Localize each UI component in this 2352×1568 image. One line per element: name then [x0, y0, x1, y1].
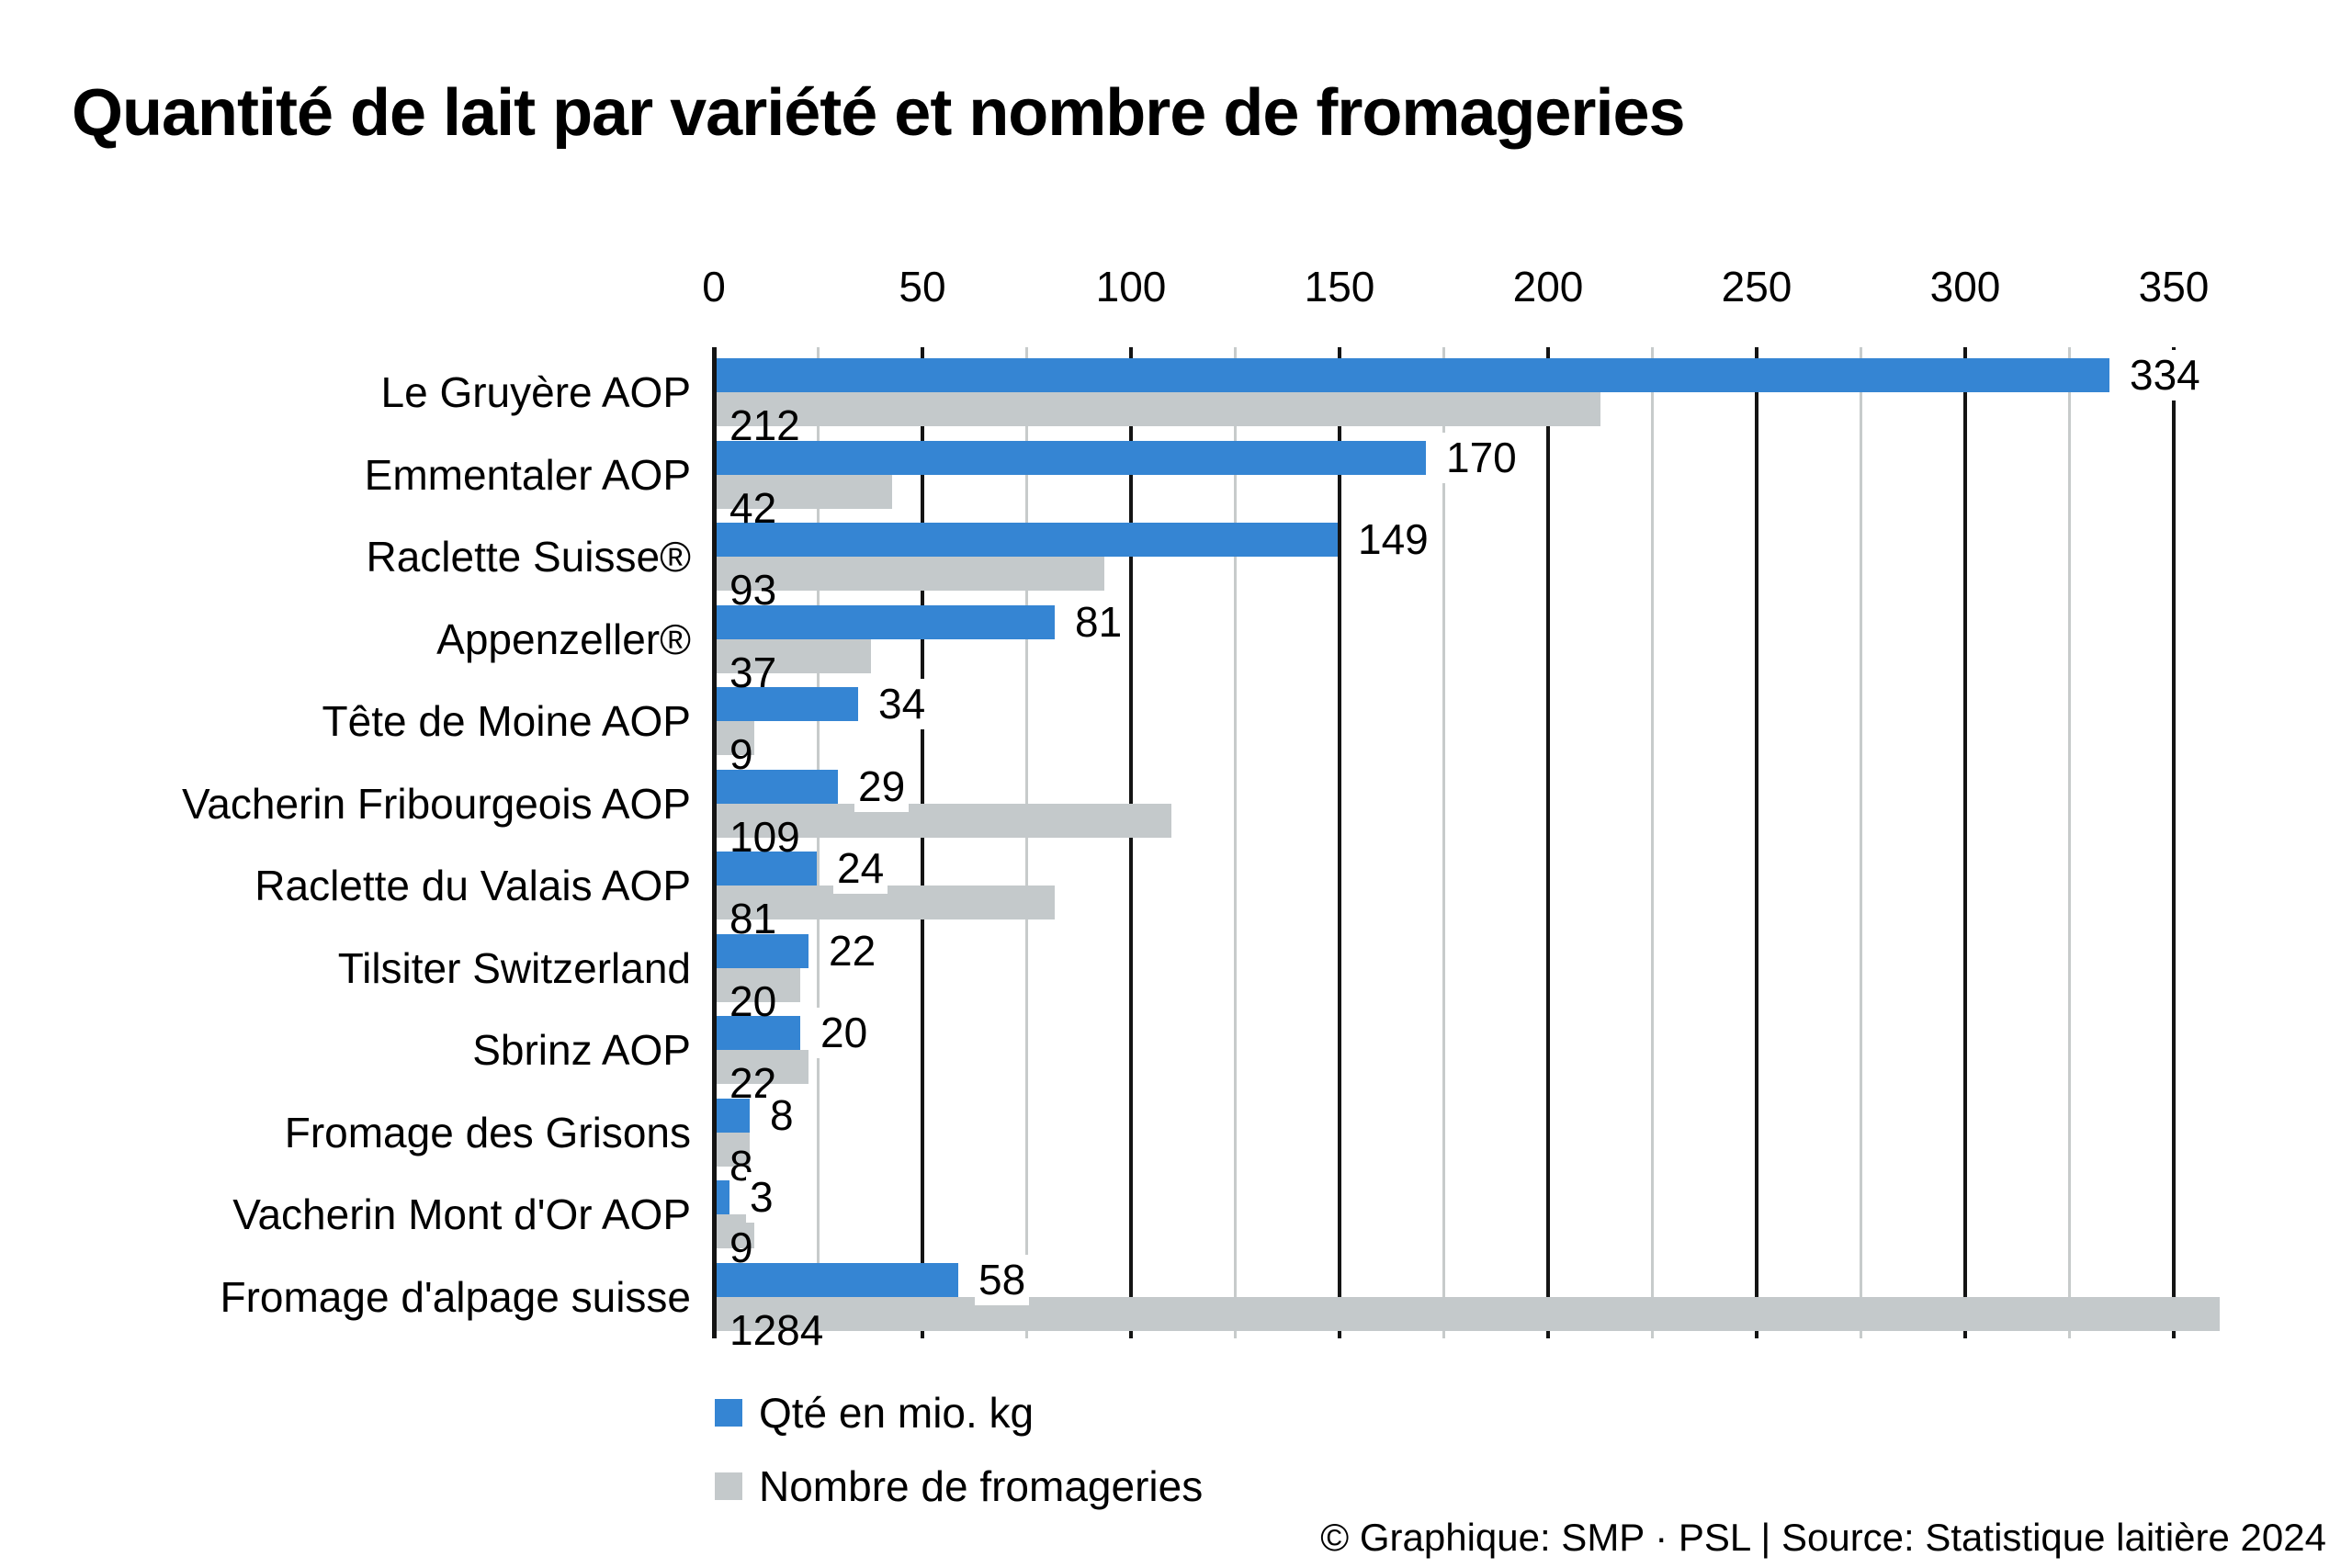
bar-fromageries [717, 967, 800, 1002]
bar-fromageries [717, 474, 892, 509]
gridline-minor [1442, 347, 1445, 1338]
value-label-fromageries: 20 [729, 976, 777, 1025]
bar-qty [717, 604, 1055, 639]
x-tick-label: 0 [702, 263, 726, 310]
value-label-fromageries: 37 [729, 648, 777, 696]
bar-fromageries [717, 638, 871, 673]
category-label: Tête de Moine AOP [322, 697, 691, 745]
value-label-fromageries: 109 [729, 812, 800, 861]
value-label-qty: 34 [875, 679, 930, 729]
value-label-qty: 3 [746, 1172, 777, 1223]
category-label: Tilsiter Switzerland [337, 943, 691, 992]
legend-label-qty: Qté en mio. kg [759, 1389, 1035, 1437]
x-tick-label: 250 [1721, 263, 1792, 310]
legend-swatch-qty [715, 1399, 742, 1427]
x-tick-label: 150 [1304, 263, 1375, 310]
category-label: Vacherin Mont d'Or AOP [232, 1190, 691, 1238]
gridline-minor [1860, 347, 1862, 1338]
bar-qty [717, 933, 808, 968]
value-label-qty: 170 [1442, 432, 1521, 483]
bar-qty [717, 769, 838, 804]
category-label: Raclette du Valais AOP [254, 862, 691, 909]
category-label: Appenzeller® [436, 615, 691, 663]
gridline-major [2172, 347, 2176, 1338]
bar-qty [717, 523, 1338, 557]
bar-fromageries [717, 803, 1171, 838]
category-label: Fromage des Grisons [284, 1108, 691, 1156]
bar-qty [717, 1180, 729, 1214]
gridline-minor [1025, 347, 1028, 1338]
x-tick-label: 100 [1095, 263, 1167, 310]
bar-fromageries [717, 1050, 808, 1084]
value-label-fromageries: 1284 [729, 1305, 824, 1354]
value-label-qty: 58 [975, 1254, 1030, 1305]
bar-qty [717, 852, 817, 886]
bar-qty [717, 358, 2109, 392]
category-label: Vacherin Fribourgeois AOP [182, 779, 691, 828]
value-label-qty: 81 [1071, 596, 1126, 648]
value-label-qty: 24 [833, 843, 888, 894]
category-label: Emmentaler AOP [364, 450, 691, 499]
gridline-major [711, 347, 717, 1338]
bar-fromageries [717, 1296, 2220, 1331]
category-label: Fromage d'alpage suisse [220, 1272, 691, 1321]
value-label-qty: 20 [817, 1008, 872, 1058]
legend-swatch-fromageries [715, 1472, 742, 1500]
value-label-fromageries: 9 [729, 730, 753, 778]
value-label-qty: 22 [825, 925, 880, 976]
value-label-fromageries: 212 [729, 401, 800, 449]
gridline-major [1546, 347, 1550, 1338]
category-label: Raclette Suisse® [366, 533, 692, 581]
bar-qty [717, 1098, 750, 1133]
category-label: Sbrinz AOP [472, 1026, 691, 1074]
bar-fromageries [717, 721, 754, 755]
bar-qty [717, 1016, 800, 1050]
bar-fromageries [717, 1132, 750, 1167]
bar-fromageries [717, 557, 1104, 591]
value-label-qty: 149 [1354, 514, 1432, 565]
value-label-fromageries: 9 [729, 1224, 753, 1271]
gridline-major [1963, 347, 1967, 1338]
gridline-major [1755, 347, 1758, 1338]
gridline-major [1129, 347, 1133, 1338]
gridline-minor [817, 347, 820, 1338]
gridline-minor [1651, 347, 1654, 1338]
value-label-qty: 8 [766, 1089, 797, 1141]
gridline-major [1338, 347, 1341, 1338]
x-tick-label: 200 [1512, 263, 1584, 310]
value-label-fromageries: 93 [729, 566, 777, 614]
value-label-qty: 29 [854, 761, 910, 812]
bar-qty [717, 687, 858, 721]
x-tick-label: 300 [1929, 263, 2001, 310]
legend-label-fromageries: Nombre de fromageries [759, 1462, 1204, 1510]
value-label-qty: 334 [2126, 350, 2204, 400]
gridline-minor [1234, 347, 1237, 1338]
category-label: Le Gruyère AOP [380, 368, 692, 416]
gridline-minor [2068, 347, 2071, 1338]
bar-qty [717, 440, 1426, 475]
bar-qty [717, 1262, 958, 1297]
x-tick-label: 50 [899, 263, 946, 310]
bar-fromageries [717, 392, 1600, 426]
value-label-fromageries: 42 [729, 483, 777, 532]
gridline-major [921, 347, 924, 1338]
value-label-fromageries: 81 [729, 895, 777, 942]
x-tick-label: 350 [2138, 263, 2210, 310]
chart-title: Quantité de lait par variété et nombre d… [72, 76, 1686, 150]
source-credit: © Graphique: SMP · PSL | Source: Statist… [1320, 1516, 2326, 1559]
